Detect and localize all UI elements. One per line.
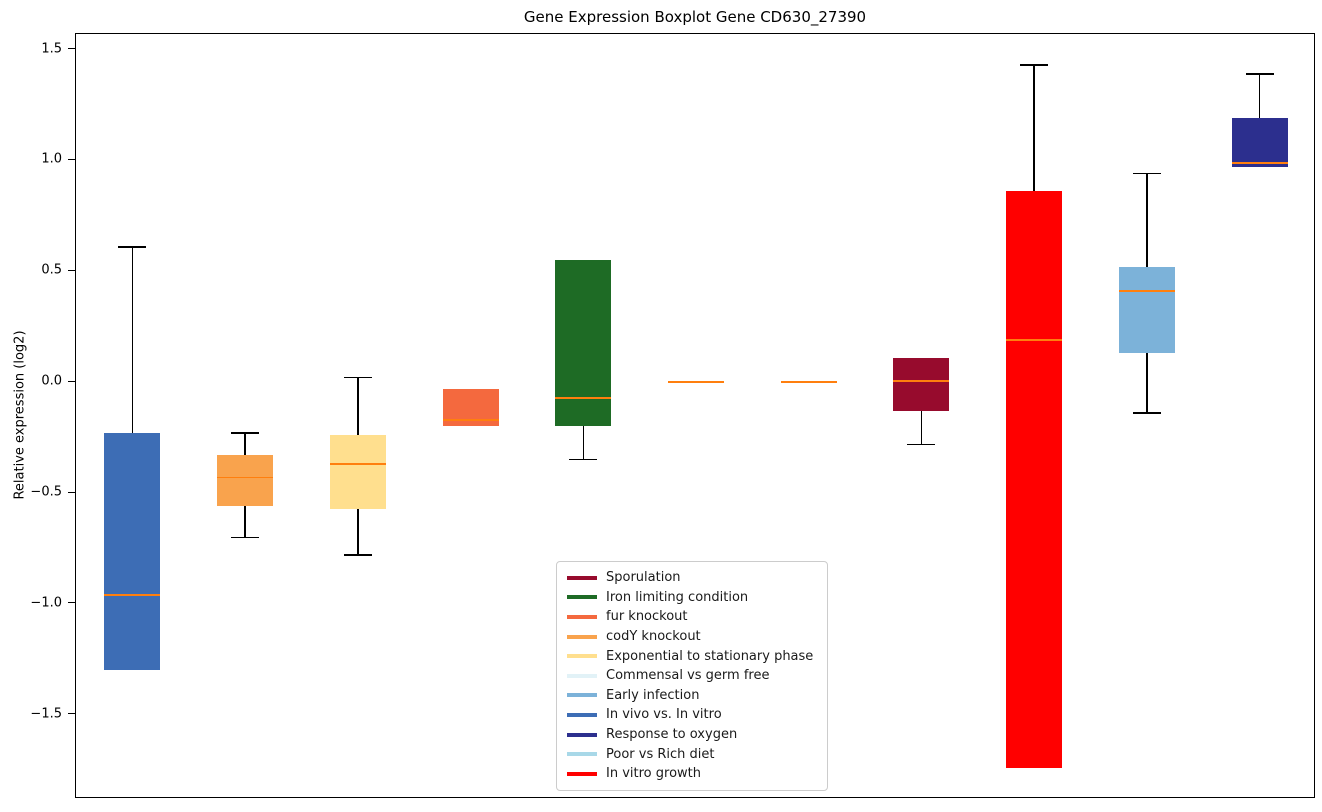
legend-entry: In vitro growth [567, 764, 817, 784]
legend-swatch [567, 732, 597, 737]
median-line [1006, 339, 1063, 341]
whisker-upper [131, 246, 134, 434]
legend-entry: Commensal vs germ free [567, 666, 817, 686]
legend-entry: codY knockout [567, 627, 817, 647]
legend-label: Response to oxygen [606, 727, 738, 743]
legend-label: codY knockout [606, 629, 701, 645]
whisker-cap-upper [1132, 172, 1161, 175]
y-tick-label: −0.5 [30, 484, 62, 500]
whisker-cap-lower [343, 554, 372, 556]
legend-swatch [567, 575, 597, 580]
y-tick-label: 1.0 [41, 151, 62, 167]
legend-label: Sporulation [606, 570, 681, 586]
whisker-upper [1258, 73, 1261, 119]
legend-swatch [567, 595, 597, 600]
whisker-upper [1146, 173, 1148, 267]
chart-title: Gene Expression Boxplot Gene CD630_27390 [523, 8, 867, 26]
y-tick-mark [68, 602, 75, 604]
y-tick-mark [68, 713, 75, 715]
legend-entry: Iron limiting condition [567, 588, 817, 608]
whisker-lower [582, 426, 584, 460]
whisker-cap-upper [1245, 73, 1274, 75]
legend-swatch [567, 752, 597, 757]
legend-swatch [567, 614, 597, 619]
legend-label: In vitro growth [606, 766, 701, 782]
legend-label: Iron limiting condition [606, 589, 749, 605]
legend-swatch [567, 654, 597, 659]
whisker-upper [244, 433, 246, 456]
whisker-lower [920, 410, 923, 445]
legend-entry: In vivo vs. In vitro [567, 705, 817, 725]
y-tick-mark [68, 491, 75, 493]
whisker-cap-upper [343, 376, 372, 379]
box [442, 388, 499, 427]
y-tick-mark [68, 48, 75, 50]
legend: Sporulation Iron limiting condition fur kn… [556, 561, 828, 791]
legend-label: Poor vs Rich diet [606, 746, 715, 762]
y-tick-label: 0.0 [41, 373, 62, 389]
legend-entry: Exponential to stationary phase [567, 646, 817, 666]
legend-label: Commensal vs germ free [606, 668, 770, 684]
median-line [217, 476, 274, 479]
whisker-cap-lower [1132, 412, 1161, 414]
box [893, 357, 950, 411]
y-tick-mark [68, 158, 75, 160]
box [555, 260, 612, 427]
legend-swatch [567, 771, 597, 776]
box [1231, 118, 1288, 168]
y-axis-label: Relative expression (log2) [12, 330, 28, 500]
y-tick-label: 0.5 [41, 262, 62, 278]
y-tick-label: −1.5 [30, 706, 62, 722]
whisker-lower [1146, 353, 1148, 414]
y-tick-label: 1.5 [41, 41, 62, 57]
legend-label: fur knockout [606, 609, 688, 625]
median-line [104, 594, 161, 596]
whisker-upper [357, 377, 359, 436]
box [1118, 266, 1175, 354]
y-tick-mark [68, 269, 75, 271]
box [329, 435, 386, 509]
y-tick-mark [68, 380, 75, 382]
legend-swatch [567, 712, 597, 717]
whisker-cap-upper [1020, 64, 1049, 66]
median-line [555, 396, 612, 399]
median-line [668, 381, 724, 384]
whisker-cap-lower [231, 536, 260, 539]
median-line [893, 380, 950, 382]
legend-swatch [567, 673, 597, 678]
whisker-cap-lower [907, 443, 936, 445]
whisker-cap-upper [231, 432, 260, 434]
legend-swatch [567, 693, 597, 698]
whisker-cap-lower [569, 459, 598, 461]
legend-label: In vivo vs. In vitro [606, 707, 722, 723]
box [217, 455, 274, 507]
legend-entry: Early infection [567, 686, 817, 706]
legend-label: Early infection [606, 687, 700, 703]
median-line [780, 381, 837, 384]
legend-entry: Poor vs Rich diet [567, 744, 817, 764]
legend-entry: Sporulation [567, 568, 817, 588]
y-tick-label: −1.0 [30, 595, 62, 611]
legend-entry: Response to oxygen [567, 725, 817, 745]
whisker-cap-upper [118, 246, 147, 248]
whisker-upper [1033, 65, 1035, 192]
median-line [1118, 290, 1175, 293]
median-line [1231, 161, 1288, 164]
box [1006, 191, 1063, 768]
legend-swatch [567, 634, 597, 639]
legend-label: Exponential to stationary phase [606, 648, 814, 664]
whisker-lower [244, 506, 246, 538]
median-line [442, 418, 499, 421]
legend-entry: fur knockout [567, 607, 817, 627]
median-line [329, 463, 386, 466]
box [104, 433, 161, 671]
whisker-lower [357, 508, 359, 556]
